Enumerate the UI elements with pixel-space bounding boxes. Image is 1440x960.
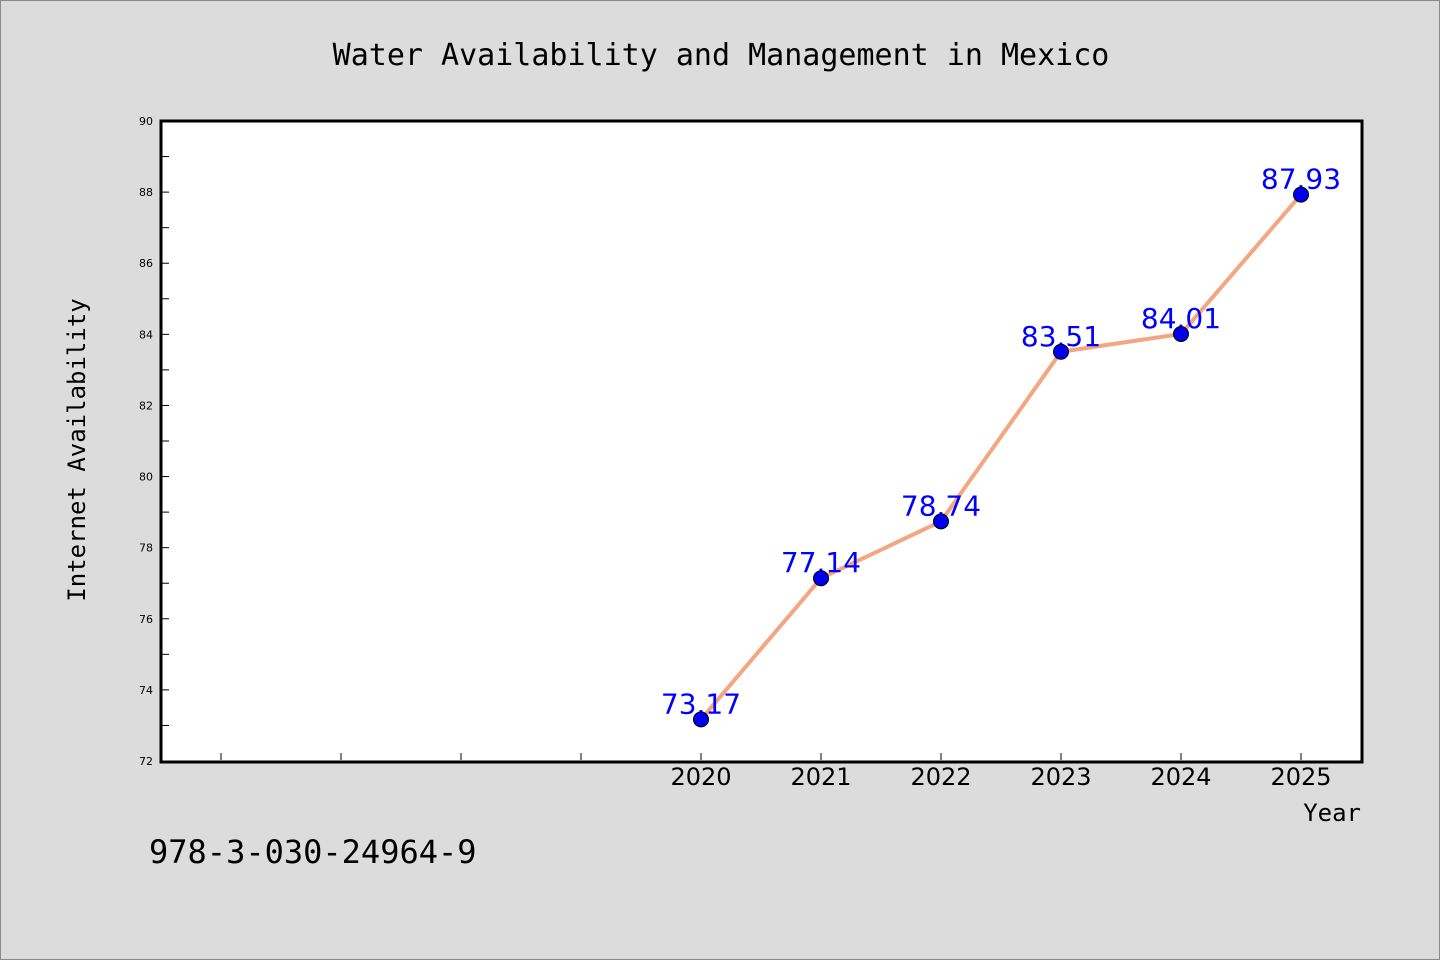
- x-tick-label: 2022: [910, 763, 971, 791]
- isbn-text: 978-3-030-24964-9: [149, 833, 477, 871]
- y-tick-label: 88: [139, 186, 153, 199]
- y-tick-label: 84: [139, 328, 153, 341]
- x-tick-label: 2025: [1270, 763, 1331, 791]
- plot-area: [159, 119, 1364, 764]
- x-axis: 2020 2021 2022 2023 2024 2025: [220, 753, 1332, 791]
- x-tick-label: 2020: [670, 763, 731, 791]
- y-tick-label: 80: [139, 471, 153, 484]
- y-tick-label: 90: [139, 115, 153, 128]
- y-axis: 72 74 76 78 80 82 84 86 88 90: [139, 115, 169, 768]
- y-tick-label: 76: [139, 613, 153, 626]
- chart-title: Water Availability and Management in Mex…: [333, 38, 1110, 73]
- x-axis-title: Year: [1303, 799, 1361, 827]
- x-tick-label: 2021: [790, 763, 851, 791]
- series-line: [699, 192, 1303, 722]
- y-tick-label: 72: [139, 755, 153, 768]
- x-tick-label: 2023: [1030, 763, 1091, 791]
- data-point: [1053, 343, 1069, 360]
- data-point: [933, 513, 949, 530]
- data-point: [1293, 186, 1309, 203]
- x-tick-label: 2024: [1150, 763, 1211, 791]
- data-point: [693, 711, 709, 728]
- y-tick-label: 74: [139, 684, 153, 697]
- y-tick-label: 86: [139, 257, 153, 270]
- y-tick-label: 82: [139, 399, 153, 412]
- y-axis-title: Internet Availability: [63, 298, 91, 601]
- data-point: [1173, 325, 1189, 342]
- y-tick-label: 78: [139, 542, 153, 555]
- data-point: [813, 570, 829, 587]
